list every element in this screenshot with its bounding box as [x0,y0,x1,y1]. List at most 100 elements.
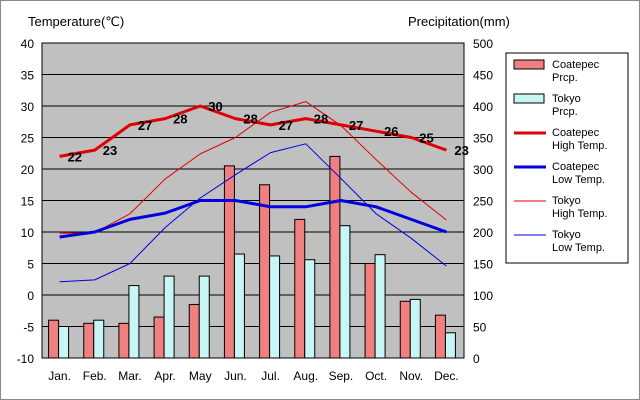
high-temp-label: 26 [384,124,398,139]
right-tick-label: 400 [473,100,493,114]
left-tick-label: 20 [21,163,35,177]
right-tick-label: 250 [473,195,493,209]
high-temp-label: 28 [173,112,187,127]
high-temp-label: 25 [419,131,433,146]
left-tick-label: 0 [27,289,34,303]
precip-bar [128,285,140,359]
left-tick-label: 5 [27,258,34,272]
precip-bar [329,155,341,359]
right-tick-label: 500 [473,37,493,51]
precip-bar [83,322,95,359]
precip-bar [93,319,105,359]
precip-bar [233,253,245,359]
x-tick-label: Sep. [329,369,354,383]
high-temp-label: 23 [454,143,468,158]
high-temp-label: 27 [279,118,293,133]
left-tick-label: -10 [17,352,35,366]
x-tick-label: Nov. [399,369,423,383]
precip-bar [188,303,200,359]
x-tick-label: Jul. [261,369,280,383]
data-labels: 22 23 27 28 30 28 27 28 27 26 25 23 [68,99,469,164]
precip-bar [223,165,235,359]
legend-label: High Temp. [552,140,607,152]
legend-swatch [513,59,545,70]
x-tick-label: Mar. [118,369,141,383]
temp-line [59,101,447,234]
left-axis: -10 -5 0 5 10 15 20 25 30 35 40 [17,37,35,366]
precipitation-bars [48,155,456,359]
high-temp-label: 22 [68,149,82,164]
left-tick-label: 10 [21,226,35,240]
legend-label: Tokyo [552,195,581,207]
left-axis-title: Temperature(℃) [28,14,124,29]
right-tick-label: 350 [473,132,493,146]
legend-label: High Temp. [552,208,607,220]
legend-label: Tokyo [552,229,581,241]
right-tick-label: 100 [473,289,493,303]
left-tick-label: 15 [21,195,35,209]
left-tick-label: 40 [21,37,35,51]
legend-label: Coatepec [552,161,600,173]
temp-line [59,104,447,158]
legend-label: Coatepec [552,127,600,139]
high-temp-label: 23 [103,143,117,158]
high-temp-label: 30 [208,99,222,114]
precip-bar [153,316,165,359]
x-tick-label: Oct. [365,369,387,383]
x-axis: Jan. Feb. Mar. Apr. May Jun. Jul. Aug. Sep. Oct. N… [48,369,459,383]
temperature-lines [59,101,447,283]
legend-label: Tokyo [552,93,581,105]
x-tick-label: Jun. [224,369,247,383]
precip-bar [374,254,386,359]
precip-bar [48,319,60,359]
legend-label: Low Temp. [552,174,605,186]
precip-bar [163,275,175,359]
right-tick-label: 50 [473,321,487,335]
precip-bar [198,275,210,359]
high-temp-label: 27 [349,118,363,133]
precip-bar [399,300,411,359]
precip-bar [259,184,271,359]
left-tick-label: 35 [21,69,35,83]
legend-label: Prcp. [552,72,578,84]
precip-bar [444,332,456,359]
legend-label: Coatepec [552,59,600,71]
x-tick-label: Jan. [48,369,71,383]
legend-label: Prcp. [552,106,578,118]
right-axis: 0 50 100 150 200 250 300 350 400 450 500 [473,37,493,366]
legend-swatch [513,93,545,104]
x-tick-label: Apr. [154,369,175,383]
high-temp-label: 28 [314,112,328,127]
precip-bar [339,225,351,359]
right-tick-label: 450 [473,69,493,83]
high-temp-label: 27 [138,118,152,133]
right-tick-label: 150 [473,258,493,272]
legend-box [505,52,629,264]
precip-bar [434,314,446,359]
precip-bar [294,218,306,359]
temp-line [59,199,447,239]
high-temp-label: 28 [243,112,257,127]
left-tick-label: 25 [21,132,35,146]
right-axis-title: Precipitation(mm) [408,14,510,29]
x-tick-label: Dec. [434,369,459,383]
x-tick-label: May [189,369,212,383]
right-tick-label: 0 [473,352,480,366]
precip-bar [304,259,316,359]
x-tick-label: Feb. [83,369,107,383]
precip-bar [409,298,421,359]
gridlines [42,42,464,359]
precip-bar [364,263,376,359]
precip-bar [58,326,70,359]
right-tick-label: 200 [473,226,493,240]
precip-bar [269,255,281,359]
x-tick-label: Aug. [293,369,318,383]
right-tick-label: 300 [473,163,493,177]
precip-bar [118,322,130,359]
left-tick-label: 30 [21,100,35,114]
temp-line [59,143,447,283]
left-tick-label: -5 [23,321,34,335]
legend-label: Low Temp. [552,242,605,254]
